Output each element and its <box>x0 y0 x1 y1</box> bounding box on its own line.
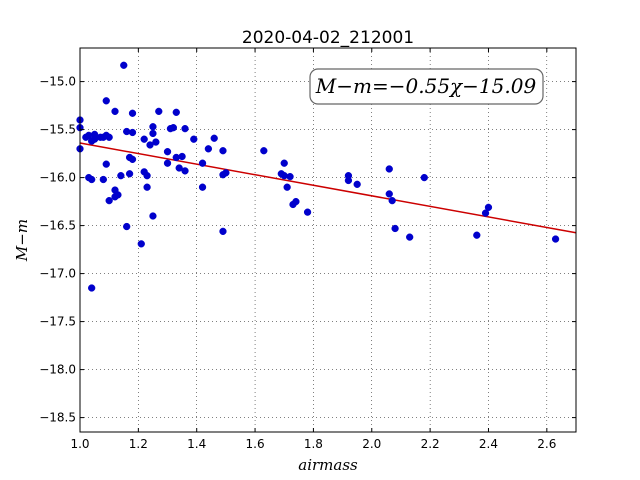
data-point <box>406 233 414 241</box>
data-point <box>219 147 227 155</box>
data-point <box>388 196 396 205</box>
data-point <box>292 197 300 206</box>
data-point <box>88 284 96 292</box>
data-point <box>303 208 312 216</box>
data-point <box>88 175 96 184</box>
grid-lines <box>79 48 576 432</box>
x-tick-label: 1.6 <box>246 437 265 451</box>
data-point <box>198 159 207 167</box>
x-tick-label: 2.0 <box>362 437 381 451</box>
data-point <box>169 124 178 132</box>
x-axis-label: airmass <box>298 456 358 474</box>
data-point <box>175 164 183 172</box>
data-point <box>198 183 207 191</box>
x-tick-label: 2.4 <box>479 437 498 451</box>
data-point <box>105 133 113 141</box>
y-tick-label: −15.5 <box>39 123 76 137</box>
data-point <box>286 172 294 181</box>
y-tick-label: −18.5 <box>39 411 76 425</box>
axis-ticks: 1.0 1.2 1.4 1.6 1.8 2.0 2.2 2.4 2.6 −15.0 −15.5 −16… <box>39 48 576 451</box>
data-point <box>105 196 113 205</box>
data-point <box>484 203 493 212</box>
data-point <box>149 123 157 131</box>
data-point <box>128 155 137 164</box>
fit-equation: M−m=−0.55χ−15.09 <box>315 74 537 98</box>
fit-line <box>79 142 577 234</box>
data-point <box>219 227 227 236</box>
y-tick-label: −17.0 <box>39 267 76 281</box>
data-point <box>222 169 230 177</box>
y-axis-label: M−m <box>13 219 31 262</box>
data-point <box>210 134 218 142</box>
x-tick-label: 2.6 <box>537 437 556 451</box>
data-point <box>137 240 145 248</box>
y-tick-label: −16.0 <box>39 171 76 185</box>
data-point <box>152 138 160 146</box>
fit-line-layer <box>79 142 577 234</box>
data-point <box>120 61 128 69</box>
data-point <box>420 173 428 182</box>
data-point <box>102 160 110 168</box>
data-point <box>102 97 110 105</box>
x-tick-label: 1.4 <box>187 437 206 451</box>
data-point <box>181 124 189 133</box>
data-point <box>181 167 189 175</box>
data-point <box>128 109 137 117</box>
fit-annotation: M−m=−0.55χ−15.09 <box>309 68 544 105</box>
x-tick-label: 1.8 <box>304 437 323 451</box>
data-point <box>114 191 122 199</box>
data-point <box>280 159 288 167</box>
plot-frame <box>79 47 577 433</box>
data-point <box>353 180 361 188</box>
x-tick-label: 1.2 <box>129 437 148 451</box>
data-point <box>344 176 353 185</box>
data-point <box>385 190 393 198</box>
data-point <box>178 152 186 161</box>
y-tick-label: −18.0 <box>39 363 76 377</box>
data-point <box>149 129 157 138</box>
data-points <box>76 61 560 292</box>
data-point <box>155 107 163 116</box>
data-point <box>190 135 198 143</box>
y-tick-label: −15.0 <box>39 75 76 89</box>
data-point <box>140 135 148 143</box>
data-point <box>283 183 291 191</box>
data-point <box>172 108 180 116</box>
data-point <box>128 128 137 137</box>
data-point <box>143 183 151 191</box>
data-point <box>260 147 268 155</box>
data-point <box>204 145 213 153</box>
data-point <box>385 165 393 173</box>
annotation-box <box>309 68 544 105</box>
data-point <box>117 172 125 180</box>
data-point <box>143 172 151 180</box>
data-point <box>125 170 134 178</box>
data-point <box>551 235 560 243</box>
data-point <box>391 224 399 233</box>
data-point <box>163 159 172 167</box>
data-point <box>99 175 107 184</box>
x-tick-label: 1.0 <box>70 437 89 451</box>
data-point <box>473 231 481 239</box>
data-point <box>123 222 131 231</box>
data-point <box>149 212 157 220</box>
data-point <box>111 107 119 116</box>
x-tick-label: 2.2 <box>421 437 440 451</box>
data-point <box>146 141 154 149</box>
data-point <box>163 148 172 156</box>
chart-title: 2020-04-02_212001 <box>242 28 414 48</box>
data-point <box>481 209 490 217</box>
y-tick-label: −16.5 <box>39 219 76 233</box>
y-tick-label: −17.5 <box>39 315 76 329</box>
